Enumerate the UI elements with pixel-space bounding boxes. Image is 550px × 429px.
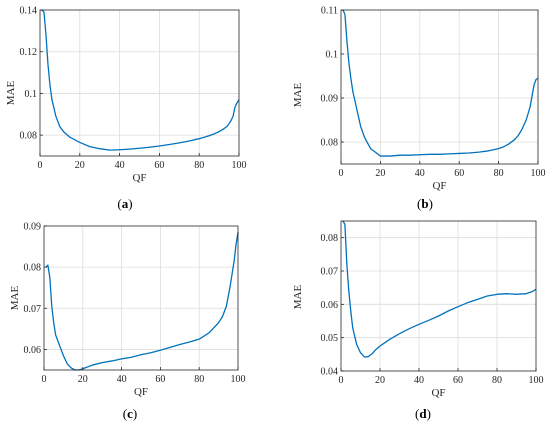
x-tick-label: 40 [415,168,425,179]
x-tick-label: 80 [194,160,204,171]
x-axis-label: QF [432,180,446,192]
series-line-mae [342,220,537,358]
x-tick-label: 20 [75,160,85,171]
x-axis-label: QF [134,386,148,398]
axes-box [340,9,539,165]
x-axis-label: QF [431,387,445,399]
y-axis-label: MAE [292,83,304,108]
panel-caption: (c) [123,406,137,421]
panel-caption: (a) [117,196,132,211]
y-tick-label: 0.08 [321,138,339,149]
y-tick-label: 0.06 [24,345,42,356]
x-tick-label: 0 [339,375,344,386]
axes-box [43,225,239,371]
x-axis-label: QF [132,172,146,184]
x-tick-label: 0 [339,168,344,179]
series-line-mae [41,9,240,151]
axes-box [39,9,240,157]
y-tick-label: 0.06 [321,300,339,311]
chart-panel-c: 0 20 40 60 80 100 0.06 0.07 0.08 0.09 QF MAE (c) [9,222,246,422]
y-tick-label: 0.14 [20,6,38,17]
x-tick-label: 80 [492,375,502,386]
x-tick-label: 100 [231,374,246,385]
y-tick-label: 0.07 [321,267,339,278]
x-tick-label: 40 [115,160,125,171]
x-tick-label: 20 [375,375,385,386]
y-tick-label: 0.05 [321,333,339,344]
y-tick-label: 0.1 [326,50,339,61]
axes-box [340,220,537,372]
y-axis-label: MAE [292,285,304,310]
chart-panel-d: 0 20 40 60 80 100 0.04 0.05 0.06 0.07 0.08 QF MAE (d) [292,220,544,421]
x-tick-label: 0 [38,160,43,171]
x-tick-label: 100 [531,168,546,179]
y-axis-label: MAE [5,81,17,106]
chart-panel-a: 0 20 40 60 80 100 0.08 0.1 0.12 0.14 QF MAE (a) [5,6,247,212]
x-tick-label: 20 [375,168,385,179]
x-tick-label: 60 [155,374,165,385]
panel-caption: (d) [415,406,431,421]
series-line-mae [45,232,239,371]
x-tick-label: 20 [78,374,88,385]
x-tick-label: 0 [42,374,47,385]
series-line-mae [342,9,539,157]
y-tick-label: 0.07 [24,304,42,315]
x-tick-label: 60 [454,168,464,179]
x-tick-label: 80 [194,374,204,385]
y-tick-label: 0.08 [321,233,339,244]
y-tick-label: 0.09 [321,94,339,105]
plot-area [44,226,238,370]
panel-caption: (b) [417,196,433,211]
plot-area [40,10,239,156]
y-tick-label: 0.1 [25,89,38,100]
x-tick-label: 100 [232,160,247,171]
y-axis-label: MAE [9,286,21,311]
y-tick-label: 0.09 [24,222,42,233]
plot-area [341,221,536,371]
y-tick-label: 0.04 [321,367,339,378]
x-tick-label: 80 [494,168,504,179]
plot-area [341,10,538,164]
y-tick-label: 0.08 [20,131,38,142]
y-tick-label: 0.11 [321,6,338,17]
y-tick-label: 0.12 [20,47,38,58]
x-tick-label: 100 [529,375,544,386]
x-tick-label: 60 [154,160,164,171]
x-tick-label: 40 [414,375,424,386]
x-tick-label: 60 [453,375,463,386]
chart-panel-b: 0 20 40 60 80 100 0.08 0.09 0.1 0.11 QF MAE (b) [292,6,546,212]
x-tick-label: 40 [117,374,127,385]
y-tick-label: 0.08 [24,263,42,274]
